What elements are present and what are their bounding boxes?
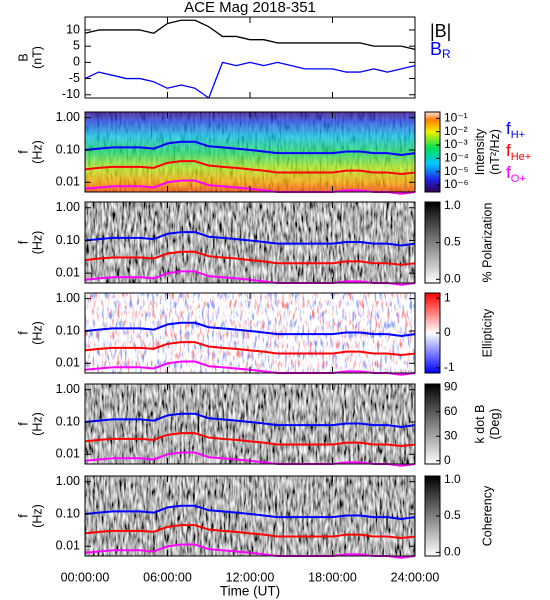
y-axis-label: f: [16, 422, 30, 426]
x-tick-label: 06:00:00: [143, 570, 192, 584]
colorbar-tick-label: 10⁻⁴: [444, 151, 469, 165]
chart-title: ACE Mag 2018-351: [184, 0, 316, 16]
colorbar-tick-label: 1.0: [444, 472, 461, 486]
colorbar-tick-label: 0.5: [444, 235, 461, 249]
y-axis-label: f: [16, 514, 30, 518]
legend-subscript: O+: [511, 173, 526, 185]
legend-entry: fHe+: [506, 141, 531, 162]
colorbar-tick-label: 0: [444, 453, 451, 467]
colorbar-tick-label: 10⁻⁵: [444, 164, 469, 178]
colorbar-tick-label: 0.0: [444, 271, 461, 285]
y-tick-label: 0.01: [56, 539, 80, 553]
legend-subscript: R: [442, 47, 451, 61]
colorbar-label: (Deg): [488, 408, 502, 439]
y-tick-label: 0.01: [56, 175, 80, 189]
colorbar-tick-label: 0.0: [444, 545, 461, 559]
legend-label: f: [506, 119, 511, 138]
legend-label: B: [430, 39, 442, 59]
series-line: [84, 231, 416, 247]
series-line: [84, 341, 416, 357]
y-tick-label: 5: [73, 38, 80, 52]
legend-subscript: He+: [511, 151, 532, 163]
y-tick-label: 0.10: [56, 414, 80, 428]
y-tick-label: 0.01: [56, 265, 80, 279]
colorbar-tick-label: 0.5: [444, 508, 461, 522]
legend-entry: fO+: [506, 163, 526, 184]
colorbar-tick-label: 10⁻²: [444, 124, 468, 138]
x-tick-label: 12:00:00: [226, 570, 275, 584]
colorbar-label: Ellipticity: [480, 308, 494, 357]
y-axis-label: f: [16, 150, 30, 154]
y-axis-label: f: [16, 240, 30, 244]
y-tick-label: -5: [69, 71, 80, 85]
colorbar-label: % Polarization: [480, 203, 494, 283]
legend-label: |B|: [430, 21, 451, 41]
colorbar: [424, 383, 441, 465]
colorbar-tick-label: -1: [444, 360, 455, 374]
colorbar-label: (nT²/Hz): [488, 129, 502, 175]
y-tick-label: 1.00: [56, 291, 80, 305]
x-axis-label: Time (UT): [220, 584, 280, 599]
y-tick-label: 1.00: [56, 474, 80, 488]
legend-entry: BR: [430, 39, 451, 61]
y-axis-label: (Hz): [30, 504, 44, 528]
y-axis-label: (Hz): [30, 321, 44, 345]
legend-entry: fH+: [506, 119, 525, 140]
x-tick-label: 24:00:00: [391, 570, 440, 584]
colorbar-tick-label: 10⁻¹: [444, 111, 468, 125]
series-line: [84, 19, 416, 51]
legend-entry: |B|: [430, 21, 451, 41]
colorbar-tick-label: 1: [444, 290, 451, 304]
series-line: [84, 140, 416, 156]
y-tick-label: 1.00: [56, 200, 80, 214]
legend-label: f: [506, 141, 511, 160]
series-line: [84, 250, 416, 266]
colorbar-label: Coherency: [480, 485, 494, 546]
series-line: [84, 160, 416, 176]
y-tick-label: 0.10: [56, 506, 80, 520]
colorbar-tick-label: 10⁻⁶: [444, 177, 469, 191]
series-line: [84, 412, 416, 428]
colorbar: [424, 111, 441, 193]
series-line: [84, 61, 416, 99]
y-axis-label: (Hz): [30, 412, 44, 436]
colorbar-label: Intensity: [473, 128, 487, 175]
y-tick-label: 0.10: [56, 323, 80, 337]
legend-subscript: H+: [511, 129, 525, 141]
series-line: [84, 321, 416, 337]
colorbar-tick-label: 30: [444, 428, 458, 442]
colorbar-tick-label: 10⁻³: [444, 137, 468, 151]
colorbar-tick-label: 0: [444, 325, 451, 339]
y-tick-label: 0.10: [56, 233, 80, 247]
colorbar-tick-label: 90: [444, 379, 458, 393]
y-tick-label: -10: [62, 87, 80, 101]
legend-label: f: [506, 163, 511, 182]
y-tick-label: 0.10: [56, 142, 80, 156]
series-line: [84, 524, 416, 540]
colorbar-tick-label: 1.0: [444, 198, 461, 212]
series-line: [84, 432, 416, 448]
x-tick-label: 18:00:00: [308, 570, 357, 584]
y-tick-label: 0.01: [56, 447, 80, 461]
y-tick-label: 0.01: [56, 356, 80, 370]
y-tick-label: 1.00: [56, 110, 80, 124]
y-axis-label: f: [16, 331, 30, 335]
x-tick-label: 00:00:00: [61, 570, 110, 584]
y-axis-label: B: [16, 53, 30, 61]
series-line: [84, 504, 416, 520]
y-tick-label: 1.00: [56, 382, 80, 396]
colorbar-tick-label: 60: [444, 404, 458, 418]
colorbar-label: k dot B: [473, 405, 487, 444]
y-axis-label: (Hz): [30, 231, 44, 255]
y-axis-label: (Hz): [30, 140, 44, 164]
y-tick-label: 0: [73, 55, 80, 69]
y-tick-label: 10: [66, 22, 80, 36]
y-axis-label: (nT): [30, 46, 44, 69]
